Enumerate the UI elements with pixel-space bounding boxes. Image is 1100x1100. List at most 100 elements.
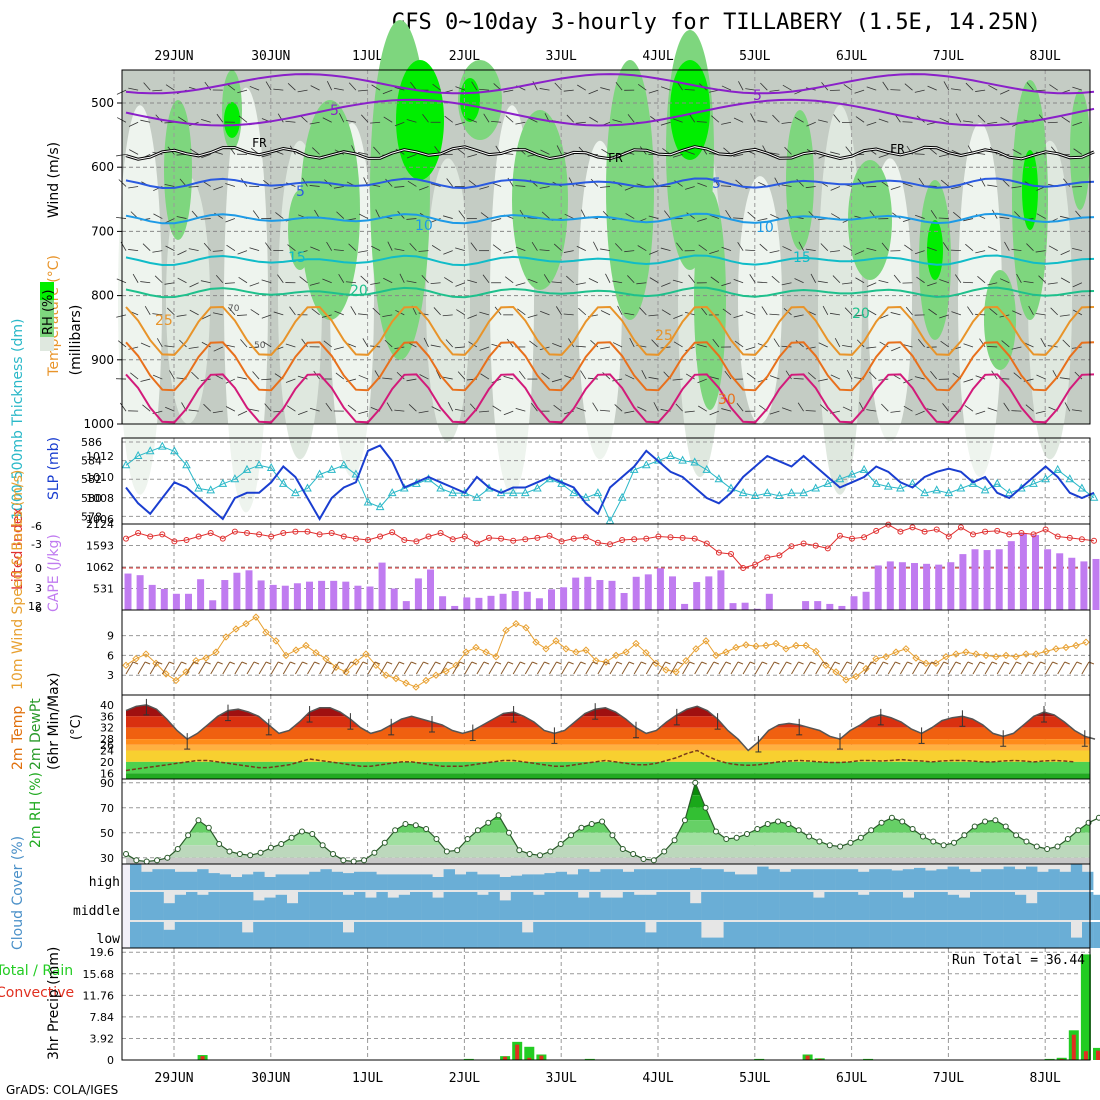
- temp-tick-label: 36: [100, 710, 114, 723]
- cape-bar: [608, 580, 616, 610]
- wind-barb: [1059, 314, 1070, 317]
- cloud-middle-cell: [734, 892, 747, 920]
- wind-barb: [999, 216, 1010, 219]
- wind-barb: [540, 149, 550, 155]
- wind-barb: [673, 314, 683, 319]
- cape-bar: [1044, 549, 1052, 610]
- wind-barb: [1040, 338, 1046, 348]
- wind-barb: [372, 307, 381, 316]
- thickness-point: [980, 485, 990, 494]
- cloud-high-cell: [488, 874, 500, 890]
- wind-barb: [1049, 84, 1058, 91]
- slp-line: [125, 444, 1095, 522]
- cloud-middle-cell: [208, 892, 220, 920]
- thickness-point: [690, 457, 700, 466]
- wind-barb: [165, 245, 175, 252]
- cloud-middle-cell: [779, 892, 791, 920]
- wind-barb: [940, 179, 950, 187]
- wind-barb: [264, 242, 272, 251]
- rh2m-point: [609, 832, 616, 839]
- wind10m-barb: [766, 661, 775, 675]
- cloud-high-cell: [779, 871, 791, 890]
- wind-barb: [951, 186, 961, 190]
- rh-moist-region: [224, 102, 240, 138]
- wind10m-barb-flag: [144, 661, 151, 665]
- wind-barb: [1064, 402, 1071, 412]
- wind-barb: [201, 314, 211, 320]
- wind10m-point: [612, 651, 620, 660]
- wind-barb: [1023, 280, 1034, 284]
- wind10m-barb: [512, 661, 521, 675]
- cloud-high-cell: [970, 871, 982, 890]
- thickness-axis-label: 1000-500mb Thickness (dm): [10, 319, 26, 520]
- rh2m-point: [661, 848, 668, 855]
- rh2m-point: [350, 858, 357, 865]
- lifted-index-axis-label: Lifted Index: [10, 508, 26, 590]
- wind-barb: [226, 244, 236, 251]
- wind-barb: [593, 241, 599, 251]
- wind10m-point: [852, 672, 860, 681]
- wind-barb: [492, 244, 502, 251]
- lifted-index-point: [256, 531, 263, 538]
- wind-barb: [383, 277, 393, 284]
- wind-barb: [156, 338, 163, 348]
- lifted-index-point: [510, 537, 517, 544]
- wind-barb: [563, 89, 574, 92]
- precip-convective-bar: [1096, 1050, 1100, 1060]
- cape-tick-label: 2124: [86, 518, 114, 531]
- wind-barb: [553, 243, 562, 251]
- wind10m-point: [642, 649, 650, 657]
- cloud-left-gap: [122, 864, 130, 948]
- cape-bar: [185, 593, 192, 610]
- cloud-low-cell: [981, 922, 993, 948]
- wind-barb: [843, 84, 853, 91]
- freezing-label: FR: [608, 151, 623, 165]
- wind-barb: [144, 305, 151, 316]
- cloud-low-cell: [858, 922, 870, 948]
- wind-barb: [771, 275, 780, 284]
- wind-barb: [1026, 243, 1034, 251]
- wind-barb: [709, 376, 720, 380]
- wind-barb: [578, 307, 587, 316]
- wind-barb: [637, 245, 647, 252]
- wind-barb: [842, 406, 853, 412]
- lifted-index-point: [425, 533, 432, 540]
- lifted-index-point: [1042, 526, 1049, 533]
- wind10m-barb-flag: [592, 661, 598, 665]
- wind-barb: [733, 278, 744, 284]
- cape-bar: [257, 580, 265, 610]
- thickness-point: [811, 483, 821, 492]
- cape-bar: [669, 576, 676, 610]
- wind-barb: [419, 374, 429, 380]
- wind-barb: [575, 345, 586, 348]
- wind-barb: [176, 216, 187, 219]
- wind-barb: [878, 279, 889, 284]
- wind-barb: [798, 241, 804, 251]
- temp-band: [126, 744, 1090, 751]
- rh2m-point: [423, 826, 430, 832]
- isotherm-label-5: 5: [712, 176, 721, 192]
- wind-barb: [781, 282, 792, 286]
- wind-barb: [854, 250, 865, 255]
- thickness-point: [230, 474, 240, 483]
- wind-barb: [515, 246, 526, 252]
- cloud-low-cell: [589, 922, 601, 948]
- wind-barb: [942, 403, 950, 412]
- thickness-point: [871, 478, 881, 487]
- thickness-point: [944, 488, 954, 497]
- cloud-middle-cell: [846, 892, 859, 920]
- wind-barb: [589, 116, 599, 123]
- wind10m-barb: [234, 661, 243, 675]
- cloud-low-cell: [454, 922, 467, 948]
- wind-barb: [950, 88, 961, 91]
- wind10m-barb: [488, 661, 497, 675]
- rh2m-point: [868, 827, 875, 834]
- wind10m-point: [692, 645, 700, 653]
- wind-barb: [891, 346, 901, 352]
- wind-barb: [1061, 116, 1071, 123]
- rh2m-point: [298, 828, 305, 835]
- wind-barb: [965, 82, 974, 91]
- wind-barb: [902, 344, 913, 348]
- wind10m-barb-flag: [193, 661, 199, 665]
- wind-barb: [1001, 340, 1010, 348]
